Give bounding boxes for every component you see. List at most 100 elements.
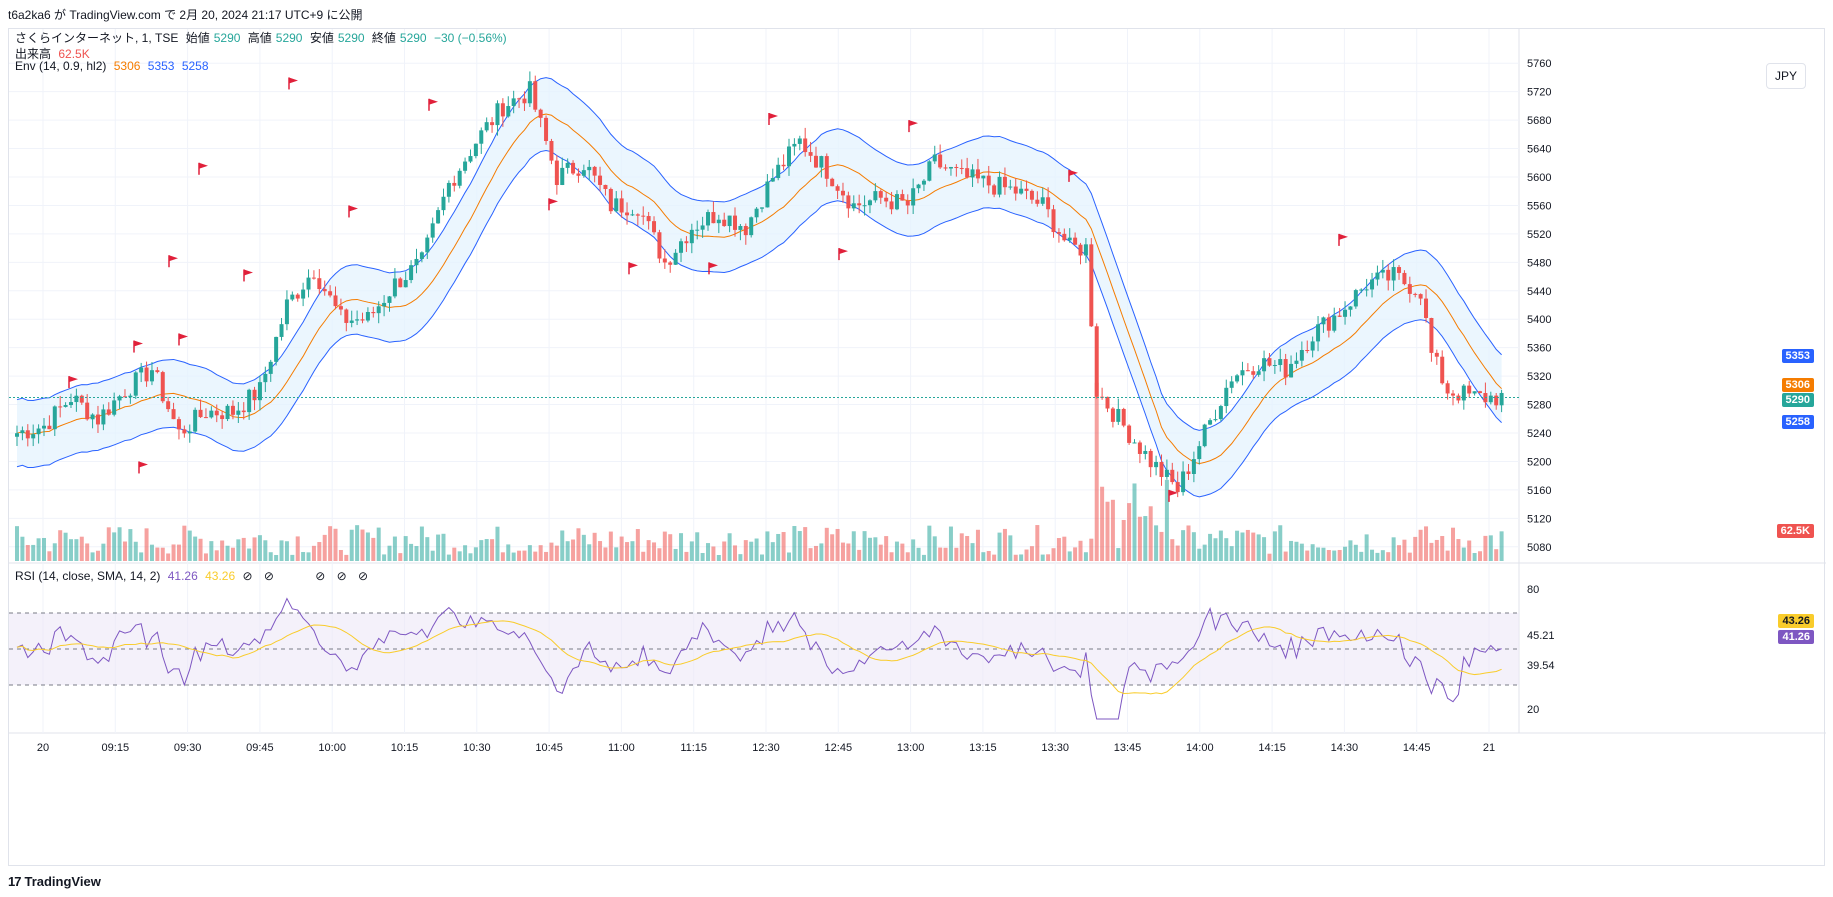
candle-body <box>214 410 219 416</box>
rsi-legend: RSI (14, close, SMA, 14, 2) 41.26 43.26 … <box>15 569 376 583</box>
volume-bar <box>549 542 554 561</box>
envelope-fill <box>17 77 1502 497</box>
chart-svg[interactable]: 5080 5120 5160 5200 5240 5280 5320 5360 5400 5440… <box>9 29 1826 867</box>
symbol-title[interactable]: さくらインターネット, 1, TSE <box>15 31 179 45</box>
volume-bar <box>824 527 829 561</box>
candle-body <box>398 278 403 288</box>
volume-bar <box>975 529 980 561</box>
rsi-ma-value: 43.26 <box>205 569 236 583</box>
candle-body <box>452 182 457 186</box>
volume-bar <box>927 525 932 561</box>
candle-body <box>268 361 273 374</box>
volume-bar <box>355 525 360 561</box>
flag-marker <box>629 262 638 269</box>
candle-body <box>1132 442 1137 444</box>
volume-bar <box>403 536 408 561</box>
x-tick-label: 14:45 <box>1403 742 1431 754</box>
candle-body <box>247 389 252 413</box>
flag-marker <box>709 262 718 269</box>
volume-bar <box>1343 546 1348 561</box>
candle-body <box>1051 209 1056 233</box>
candle-body <box>695 229 700 231</box>
candle-body <box>889 201 894 210</box>
candle-body <box>149 370 154 382</box>
candle-body <box>1267 358 1272 366</box>
candle-body <box>927 161 932 181</box>
candle-body <box>706 212 711 226</box>
volume-bar <box>360 529 365 561</box>
close-value: 5290 <box>399 31 427 45</box>
rsi-hidden-icons-2[interactable]: ⊘ ⊘ ⊘ <box>315 569 373 583</box>
open-value: 5290 <box>213 31 241 45</box>
volume-bar <box>36 538 41 561</box>
volume-bar <box>198 538 203 561</box>
candle-body <box>948 166 953 169</box>
candle-body <box>1148 450 1153 468</box>
volume-bar <box>1283 551 1288 561</box>
volume-bar <box>144 528 149 561</box>
candle-body <box>1467 385 1472 394</box>
candle-body <box>1046 197 1051 210</box>
rsi-label[interactable]: RSI (14, close, SMA, 14, 2) <box>15 569 161 583</box>
volume-bar <box>193 536 198 561</box>
flag-marker <box>199 162 208 169</box>
candle-body <box>1299 350 1304 361</box>
candle-body <box>803 138 808 153</box>
tradingview-logo[interactable]: 17 TradingView <box>8 874 101 889</box>
candle-body <box>15 433 19 437</box>
candle-body <box>52 406 57 430</box>
candle-body <box>387 296 392 303</box>
candle-body <box>560 167 565 185</box>
x-tick-label: 11:15 <box>680 742 707 754</box>
volume-bar <box>884 536 889 561</box>
volume-bar <box>117 527 122 561</box>
candle-body <box>495 103 500 126</box>
y-tick-label: 5520 <box>1527 229 1551 241</box>
chart-area[interactable]: 5080 5120 5160 5200 5240 5280 5320 5360 5400 5440… <box>8 28 1826 867</box>
candle-body <box>376 306 381 314</box>
candle-body <box>193 409 198 432</box>
volume-bar <box>1445 550 1450 561</box>
volume-bar <box>522 550 527 561</box>
candle-body <box>1110 408 1115 422</box>
volume-bar <box>1197 548 1202 561</box>
candle-body <box>511 98 516 107</box>
volume-bar <box>220 540 225 561</box>
volume-bar <box>625 542 630 561</box>
volume-bar <box>619 536 624 561</box>
candle-body <box>851 203 856 209</box>
env-basis-tag: 5306 <box>1781 378 1814 392</box>
volume-bar <box>1467 540 1472 561</box>
flag-marker <box>139 461 148 468</box>
volume-bar <box>1256 534 1261 561</box>
x-tick-label: 11:00 <box>608 742 635 754</box>
candle-body <box>722 219 727 227</box>
x-tick-label: 10:30 <box>463 742 491 754</box>
volume-bar <box>1078 540 1083 561</box>
candle-body <box>813 155 818 168</box>
volume-bar <box>981 552 986 561</box>
currency-button[interactable]: JPY <box>1766 63 1806 89</box>
candle-body <box>1424 298 1429 319</box>
volume-bar <box>1175 545 1180 561</box>
volume-bar <box>867 537 872 561</box>
volume-bar <box>155 547 160 561</box>
candle-body <box>630 214 635 216</box>
flag-marker <box>244 269 253 276</box>
x-tick-label: 13:15 <box>969 742 997 754</box>
rsi-hidden-icons[interactable]: ⊘ ⊘ <box>242 569 278 583</box>
volume-bar <box>306 552 311 561</box>
candle-body <box>997 176 1002 195</box>
candle-body <box>274 336 279 362</box>
env-label[interactable]: Env (14, 0.9, hl2) <box>15 59 107 73</box>
volume-bar <box>446 554 451 561</box>
volume-bar <box>1413 536 1418 561</box>
volume-bar <box>727 533 732 561</box>
candle-body <box>1478 391 1483 394</box>
candle-body <box>1251 371 1256 375</box>
candle-body <box>781 164 786 167</box>
candle-body <box>1397 267 1402 273</box>
flag-marker <box>1339 233 1348 240</box>
candle-body <box>1434 352 1439 357</box>
volume-bar <box>1051 548 1056 561</box>
